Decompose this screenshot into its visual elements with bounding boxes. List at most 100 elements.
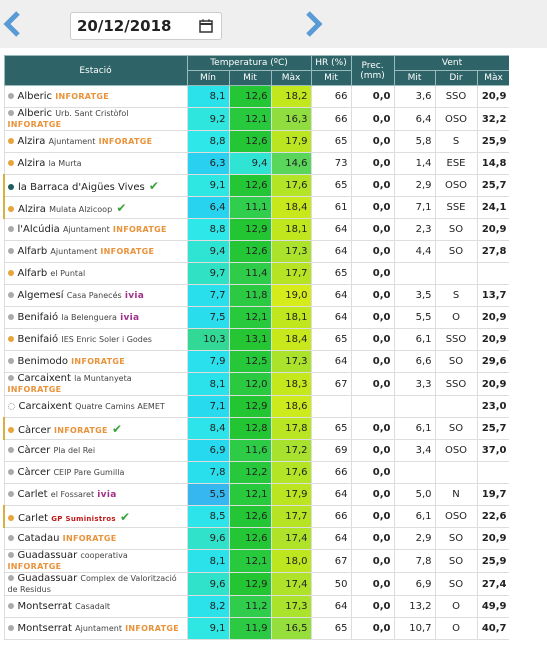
station-name[interactable]: Carlet bbox=[18, 512, 49, 524]
station-name[interactable]: Càrcer bbox=[17, 445, 51, 456]
station-name[interactable]: Càrcer bbox=[18, 424, 51, 436]
station-row[interactable]: Carcaixent la Muntanyeta INFORATGE 8,1 12,… bbox=[3, 372, 509, 396]
station-row[interactable]: Benifaió IES Enric Soler i Godes 10,3 13,1… bbox=[3, 328, 509, 351]
station-name[interactable]: la Barraca d'Aigües Vives bbox=[18, 181, 145, 193]
station-name[interactable]: Alberic bbox=[17, 108, 53, 119]
station-name[interactable]: Montserrat bbox=[17, 601, 72, 612]
station-name[interactable]: Guadassuar bbox=[17, 573, 78, 584]
station-row[interactable]: Carlet GP Suministros ✔ 8,5 12,6 17,7 66 0,0 6… bbox=[3, 505, 509, 528]
station-row[interactable]: Alfarb Ajuntament INFORATGE 9,4 12,6 17,3 64… bbox=[3, 240, 509, 263]
station-cell[interactable]: Carcaixent la Muntanyeta INFORATGE bbox=[3, 372, 188, 396]
wind-max: 32,2 bbox=[476, 107, 509, 131]
station-name[interactable]: Catadau bbox=[17, 533, 60, 544]
station-name[interactable]: Alzira bbox=[18, 203, 46, 215]
wind-max: 40,7 bbox=[476, 617, 509, 640]
station-row[interactable]: Alfarb el Puntal 9,7 11,4 17,7 65 0,0 bbox=[3, 262, 509, 285]
station-row[interactable]: Alzira la Murta 6,3 9,4 14,6 73 0,0 1,4 ESE 14,8 bbox=[3, 152, 509, 175]
prev-day[interactable] bbox=[2, 10, 24, 38]
station-name[interactable]: Carlet bbox=[17, 489, 48, 500]
temp-min: 8,1 bbox=[186, 85, 230, 108]
station-cell[interactable]: Alzira Ajuntament INFORATGE bbox=[3, 130, 188, 153]
humidity: 65 bbox=[310, 130, 352, 153]
station-name[interactable]: Alfarb bbox=[17, 268, 48, 279]
station-name[interactable]: Benifaió bbox=[17, 334, 59, 345]
station-cell[interactable]: Carlet GP Suministros ✔ bbox=[3, 505, 188, 528]
station-row[interactable]: Benimodo INFORATGE 7,9 12,5 17,3 64 0,0 6,6 SO 2… bbox=[3, 350, 509, 373]
station-cell[interactable]: Alberic INFORATGE bbox=[3, 85, 188, 108]
col-hr-mit[interactable]: Mit bbox=[310, 70, 352, 86]
station-cell[interactable]: Guadassuar Complex de Valorització de Re… bbox=[3, 572, 188, 596]
station-cell[interactable]: Carcaixent Quatre Camins AEMET bbox=[3, 395, 188, 418]
station-cell[interactable]: Càrcer INFORATGE ✔ bbox=[3, 417, 188, 440]
col-wind-max[interactable]: Màx bbox=[476, 70, 509, 86]
station-name[interactable]: Guadassuar bbox=[17, 550, 78, 561]
next-day[interactable] bbox=[302, 10, 324, 38]
temp-mit: 12,5 bbox=[228, 350, 272, 373]
date-bar: 20/12/2018 bbox=[0, 0, 547, 48]
station-row[interactable]: Alzira Mulata Alzicoop ✔ 6,4 11,1 18,4 61 0,0… bbox=[3, 196, 509, 219]
calendar-icon[interactable] bbox=[199, 18, 213, 33]
station-name[interactable]: Alberic bbox=[17, 91, 53, 102]
station-name[interactable]: Algemesí bbox=[17, 290, 64, 301]
station-row[interactable]: Càrcer CEIP Pare Gumilla 7,8 12,2 17,6 66 0,0 bbox=[3, 461, 509, 484]
temp-mit: 12,1 bbox=[228, 549, 272, 573]
station-name[interactable]: l'Alcúdia bbox=[17, 224, 60, 235]
station-row[interactable]: Alberic Urb. Sant Cristòfol INFORATGE 9,2… bbox=[3, 107, 509, 131]
station-row[interactable]: Catadau INFORATGE 9,6 12,6 17,4 64 0,0 2,9 SO 20… bbox=[3, 527, 509, 550]
station-name[interactable]: Alzira bbox=[17, 158, 46, 169]
station-name[interactable]: Benimodo bbox=[17, 356, 68, 367]
station-cell[interactable]: Alfarb el Puntal bbox=[3, 262, 188, 285]
station-row[interactable]: Guadassuar Complex de Valorització de Re… bbox=[3, 572, 509, 596]
station-name[interactable]: Carcaixent bbox=[17, 373, 71, 384]
station-cell[interactable]: Càrcer CEIP Pare Gumilla bbox=[3, 461, 188, 484]
station-cell[interactable]: Benimodo INFORATGE bbox=[3, 350, 188, 373]
station-cell[interactable]: Alzira la Murta bbox=[3, 152, 188, 175]
station-row[interactable]: Alzira Ajuntament INFORATGE 8,8 12,6 17,9 65… bbox=[3, 130, 509, 153]
humidity: 65 bbox=[310, 174, 352, 197]
station-row[interactable]: Càrcer INFORATGE ✔ 8,4 12,8 17,8 65 0,0 6,1 SO 2… bbox=[3, 417, 509, 440]
station-row[interactable]: l'Alcúdia Ajuntament INFORATGE 8,8 12,9 18,… bbox=[3, 218, 509, 241]
col-station[interactable]: Estació bbox=[3, 55, 188, 86]
station-name[interactable]: Alzira bbox=[17, 136, 46, 147]
status-dot bbox=[7, 535, 14, 541]
temp-min: 8,5 bbox=[186, 505, 230, 528]
station-row[interactable]: Carlet el Fossaret ivia 5,5 12,1 17,9 64 0,0 5… bbox=[3, 483, 509, 506]
station-cell[interactable]: Benifaió IES Enric Soler i Godes bbox=[3, 328, 188, 351]
station-name[interactable]: Benifaió bbox=[17, 312, 59, 323]
station-row[interactable]: Càrcer Pla del Rei 6,9 11,6 17,2 69 0,0 3,4 OSO… bbox=[3, 439, 509, 462]
col-min[interactable]: Mín bbox=[186, 70, 230, 86]
station-cell[interactable]: Montserrat Ajuntament INFORATGE bbox=[3, 617, 188, 640]
station-cell[interactable]: Montserrat Casadalt bbox=[3, 595, 188, 618]
station-name[interactable]: Alfarb bbox=[17, 246, 48, 257]
station-cell[interactable]: Benifaió la Belenguera ivia bbox=[3, 306, 188, 329]
station-cell[interactable]: l'Alcúdia Ajuntament INFORATGE bbox=[3, 218, 188, 241]
station-row[interactable]: Montserrat Ajuntament INFORATGE 9,1 11,9 16… bbox=[3, 617, 509, 640]
station-row[interactable]: Benifaió la Belenguera ivia 7,5 12,1 18,1 64… bbox=[3, 306, 509, 329]
station-name[interactable]: Montserrat bbox=[17, 623, 72, 634]
station-cell[interactable]: Carlet el Fossaret ivia bbox=[3, 483, 188, 506]
station-row[interactable]: Guadassuar cooperativa INFORATGE 8,1 12,1 1… bbox=[3, 549, 509, 573]
station-name[interactable]: Carcaixent bbox=[18, 401, 72, 412]
station-cell[interactable]: la Barraca d'Aigües Vives ✔ bbox=[3, 174, 188, 197]
station-cell[interactable]: Alberic Urb. Sant Cristòfol INFORATGE bbox=[3, 107, 188, 131]
col-precipitation[interactable]: Prec. (mm) bbox=[350, 55, 395, 86]
station-name[interactable]: Càrcer bbox=[17, 467, 51, 478]
station-cell[interactable]: Càrcer Pla del Rei bbox=[3, 439, 188, 462]
station-cell[interactable]: Guadassuar cooperativa INFORATGE bbox=[3, 549, 188, 573]
station-row[interactable]: Montserrat Casadalt 8,2 11,2 17,3 64 0,0 13,2 O… bbox=[3, 595, 509, 618]
station-row[interactable]: la Barraca d'Aigües Vives ✔ 9,1 12,6 17,6 65… bbox=[3, 174, 509, 197]
station-row[interactable]: Carcaixent Quatre Camins AEMET 7,1 12,9 18,… bbox=[3, 395, 509, 418]
wind-dir: O bbox=[434, 617, 478, 640]
status-dot bbox=[7, 160, 14, 166]
col-dir[interactable]: Dir bbox=[434, 70, 478, 86]
station-cell[interactable]: Alzira Mulata Alzicoop ✔ bbox=[3, 196, 188, 219]
col-mit[interactable]: Mit bbox=[228, 70, 272, 86]
station-cell[interactable]: Alfarb Ajuntament INFORATGE bbox=[3, 240, 188, 263]
station-cell[interactable]: Algemesí Casa Panecés ivia bbox=[3, 284, 188, 307]
col-max[interactable]: Màx bbox=[270, 70, 312, 86]
date-input[interactable]: 20/12/2018 bbox=[70, 12, 222, 40]
station-row[interactable]: Alberic INFORATGE 8,1 12,6 18,2 66 0,0 3,6 SSO 2… bbox=[3, 85, 509, 108]
station-row[interactable]: Algemesí Casa Panecés ivia 7,7 11,8 19,0 64 0… bbox=[3, 284, 509, 307]
station-cell[interactable]: Catadau INFORATGE bbox=[3, 527, 188, 550]
col-wind-mit[interactable]: Mit bbox=[393, 70, 436, 86]
